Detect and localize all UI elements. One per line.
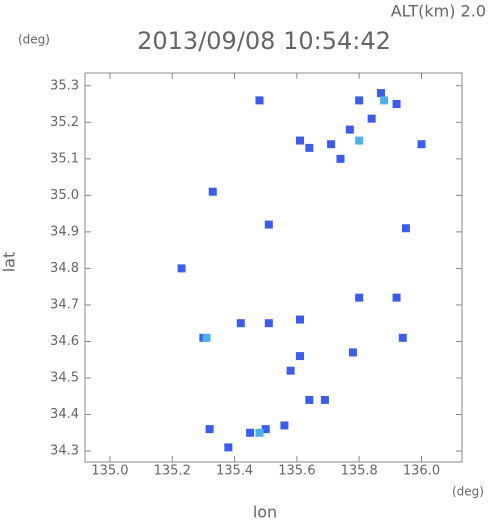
echo-cell — [392, 293, 401, 302]
echo-cell — [264, 319, 273, 328]
x-tick-label: 135.8 — [341, 464, 378, 479]
altitude-label: ALT(km) 2.0 — [391, 2, 486, 21]
echo-cell — [255, 96, 264, 105]
echo-cell — [224, 443, 233, 452]
x-tick-label: 135.2 — [154, 464, 191, 479]
echo-cell — [401, 224, 410, 233]
echo-cell — [261, 425, 270, 434]
echo-cell — [355, 293, 364, 302]
y-tick-label: 34.5 — [50, 370, 79, 385]
y-unit: (deg) — [18, 33, 50, 47]
echo-cell — [295, 315, 304, 324]
y-axis-label: lat — [0, 252, 19, 273]
y-tick-label: 35.3 — [50, 78, 79, 93]
echo-cell — [345, 125, 354, 134]
echo-cell — [392, 100, 401, 109]
x-axis-label: lon — [253, 503, 277, 522]
echo-cell — [264, 220, 273, 229]
echo-cell — [355, 136, 364, 145]
echo-cell — [380, 96, 389, 105]
echo-cell — [202, 333, 211, 342]
echo-cell — [255, 428, 264, 437]
x-tick-label: 135.0 — [91, 464, 128, 479]
echo-cell — [177, 264, 186, 273]
echo-cell — [376, 89, 385, 98]
y-tick-label: 34.8 — [50, 261, 79, 276]
echo-cell — [295, 352, 304, 361]
echo-cell — [367, 114, 376, 123]
y-tick-label: 35.0 — [50, 188, 79, 203]
y-tick-label: 34.7 — [50, 297, 79, 312]
echo-cell — [205, 425, 214, 434]
x-tick-label: 135.4 — [216, 464, 253, 479]
echo-cell — [305, 395, 314, 404]
echo-cell — [417, 140, 426, 149]
chart-title: 2013/09/08 10:54:42 — [137, 27, 391, 55]
echo-cell — [236, 319, 245, 328]
y-tick-label: 35.1 — [50, 151, 79, 166]
echo-cell — [295, 136, 304, 145]
x-tick-label: 135.6 — [278, 464, 315, 479]
echo-cell — [355, 96, 364, 105]
x-tick-label: 136.0 — [403, 464, 440, 479]
echo-cell — [348, 348, 357, 357]
echo-cell — [280, 421, 289, 430]
y-tick-label: 34.4 — [50, 407, 79, 422]
x-unit: (deg) — [452, 485, 484, 499]
echo-cell — [320, 395, 329, 404]
y-tick-label: 35.2 — [50, 115, 79, 130]
echo-cell — [286, 366, 295, 375]
plot-frame — [84, 72, 463, 463]
echo-cell — [208, 187, 217, 196]
y-tick-label: 34.6 — [50, 334, 79, 349]
echo-cell — [246, 428, 255, 437]
echo-cell — [327, 140, 336, 149]
y-tick-label: 34.3 — [50, 444, 79, 459]
echo-cell — [398, 333, 407, 342]
y-tick-label: 34.9 — [50, 224, 79, 239]
echo-cell — [305, 143, 314, 152]
echo-cell — [336, 154, 345, 163]
